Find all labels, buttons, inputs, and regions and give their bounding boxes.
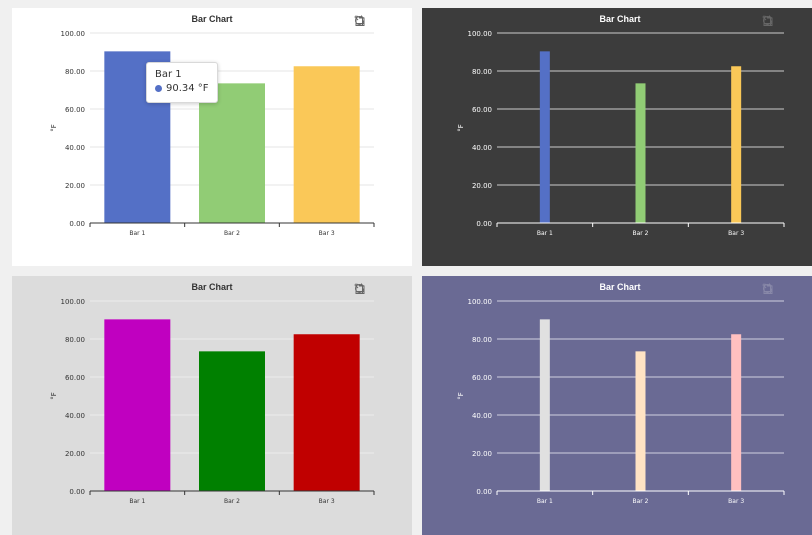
- bar-bar-3: [293, 66, 360, 223]
- bar-bar-2: [635, 83, 646, 223]
- y-tick-label: 0.00: [69, 488, 85, 496]
- x-tick-label: Bar 2: [633, 230, 649, 237]
- x-tick-label: Bar 3: [728, 230, 744, 237]
- y-tick-label: 100.00: [468, 298, 493, 306]
- chart-panel-1: Bar Chart 0.00 20.00 40.00 60.00 80.00 100.00 °…: [12, 8, 412, 266]
- y-axis-label: °F: [457, 124, 465, 132]
- y-tick-label: 20.00: [65, 182, 85, 190]
- x-tick-label: Bar 2: [224, 498, 240, 505]
- bar-bar-1: [104, 319, 171, 491]
- y-tick-label: 40.00: [65, 412, 85, 420]
- chart-background: [422, 276, 812, 535]
- chart-panel-4: Bar Chart 0.00 20.00 40.00 60.00 80.00 100.00 °…: [422, 276, 812, 535]
- y-tick-label: 80.00: [65, 68, 85, 76]
- restore-icon[interactable]: [354, 15, 365, 26]
- bar-bar-3: [731, 66, 742, 223]
- tooltip-value: 90.34 °F: [166, 83, 209, 94]
- chart-title: Bar Chart: [191, 14, 232, 24]
- bar-bar-1: [539, 319, 550, 491]
- y-tick-label: 100.00: [468, 30, 493, 38]
- y-tick-label: 0.00: [69, 220, 85, 228]
- y-axis-label: °F: [50, 392, 58, 400]
- chart-svg-2: Bar Chart 0.00 20.00 40.00 60.00 80.00 100.00 °…: [422, 8, 812, 266]
- x-tick-label: Bar 2: [633, 498, 649, 505]
- tooltip-series-dot: [155, 84, 162, 92]
- chart-svg-3: Bar Chart 0.00 20.00 40.00 60.00 80.00 100.00 °…: [12, 276, 412, 535]
- chart-panel-3: Bar Chart 0.00 20.00 40.00 60.00 80.00 100.00 °…: [12, 276, 412, 535]
- y-tick-label: 80.00: [472, 336, 492, 344]
- y-tick-label: 20.00: [65, 450, 85, 458]
- y-tick-label: 40.00: [472, 412, 492, 420]
- y-tick-label: 0.00: [476, 488, 492, 496]
- chart-panel-2: Bar Chart 0.00 20.00 40.00 60.00 80.00 100.00 °…: [422, 8, 812, 266]
- x-tick-label: Bar 2: [224, 230, 240, 237]
- bar-bar-3: [293, 334, 360, 491]
- y-tick-label: 80.00: [65, 336, 85, 344]
- chart-title: Bar Chart: [191, 282, 232, 292]
- y-tick-label: 0.00: [476, 220, 492, 228]
- chart-title: Bar Chart: [599, 282, 640, 292]
- x-tick-label: Bar 3: [319, 230, 335, 237]
- chart-svg-4: Bar Chart 0.00 20.00 40.00 60.00 80.00 100.00 °…: [422, 276, 812, 535]
- x-tick-label: Bar 3: [728, 498, 744, 505]
- x-tick-label: Bar 1: [537, 498, 553, 505]
- y-tick-label: 60.00: [65, 374, 85, 382]
- restore-icon[interactable]: [762, 15, 773, 26]
- bar-bar-2: [199, 351, 265, 491]
- x-tick-label: Bar 1: [129, 498, 145, 505]
- y-tick-label: 100.00: [61, 30, 86, 38]
- x-tick-label: Bar 1: [537, 230, 553, 237]
- restore-icon[interactable]: [354, 283, 365, 294]
- bar-bar-1: [539, 51, 550, 223]
- y-tick-label: 60.00: [472, 106, 492, 114]
- y-tick-label: 100.00: [61, 298, 86, 306]
- x-tick-label: Bar 1: [129, 230, 145, 237]
- chart-title: Bar Chart: [599, 14, 640, 24]
- y-tick-label: 40.00: [65, 144, 85, 152]
- chart-svg-1: Bar Chart 0.00 20.00 40.00 60.00 80.00 100.00 °…: [12, 8, 412, 266]
- restore-icon[interactable]: [762, 283, 773, 294]
- bar-bar-3: [731, 334, 742, 491]
- y-axis-label: °F: [50, 124, 58, 132]
- y-tick-label: 20.00: [472, 182, 492, 190]
- y-axis-label: °F: [457, 392, 465, 400]
- tooltip: Bar 1 90.34 °F: [146, 62, 218, 103]
- y-tick-label: 60.00: [65, 106, 85, 114]
- y-tick-label: 80.00: [472, 68, 492, 76]
- bar-bar-2: [199, 83, 265, 223]
- tooltip-title: Bar 1: [155, 69, 182, 80]
- x-tick-label: Bar 3: [319, 498, 335, 505]
- y-tick-label: 60.00: [472, 374, 492, 382]
- y-tick-label: 20.00: [472, 450, 492, 458]
- bar-bar-2: [635, 351, 646, 491]
- y-tick-label: 40.00: [472, 144, 492, 152]
